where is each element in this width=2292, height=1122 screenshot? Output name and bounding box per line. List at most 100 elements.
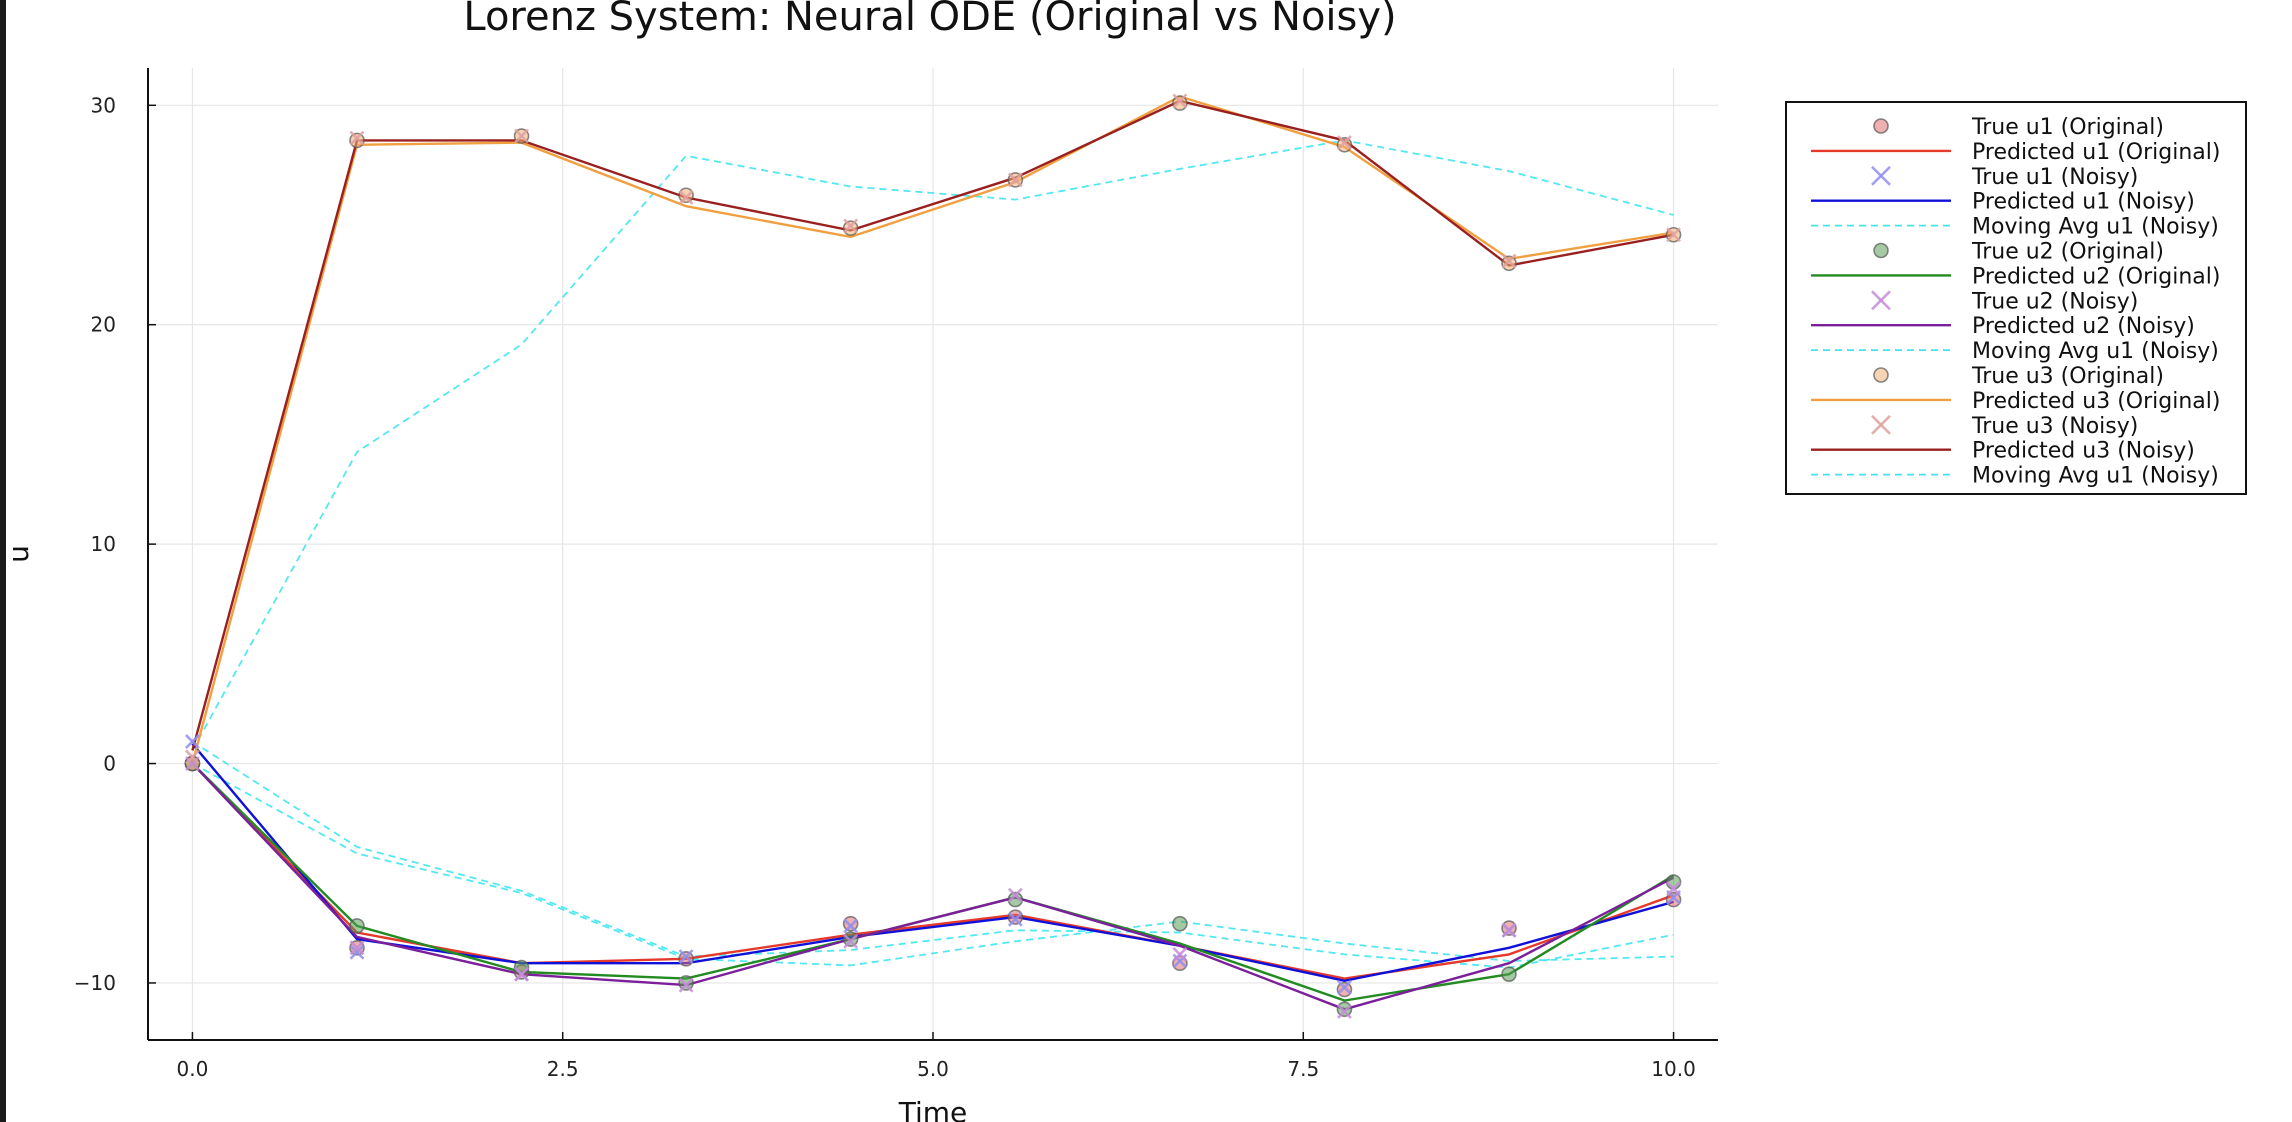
legend-swatch-x — [1871, 165, 1891, 186]
legend-entry: True u2 (Noisy) — [1871, 289, 2138, 314]
legend: True u1 (Original)Predicted u1 (Original… — [1785, 101, 2247, 495]
point-true-u3-original — [349, 132, 365, 149]
point-true-u2-noisy-stroke-b — [349, 940, 365, 956]
point-true-u1-noisy — [678, 949, 694, 965]
point-true-u1-noisy-stroke-b — [1337, 979, 1352, 995]
point-true-u3-noisy — [1007, 172, 1023, 188]
point-true-u1-noisy — [185, 734, 200, 750]
point-true-u3-noisy — [1666, 227, 1681, 243]
point-true-u3-noisy — [349, 130, 365, 146]
point-true-u3-original — [1501, 255, 1517, 272]
legend-entry: True u1 (Noisy) — [1871, 165, 2138, 190]
legend-label: Predicted u1 (Noisy) — [1972, 190, 2195, 215]
legend-entry: Predicted u2 (Noisy) — [1811, 314, 2195, 339]
chart-title: Lorenz System: Neural ODE (Original vs N… — [463, 0, 1396, 40]
point-true-u2-original — [678, 975, 694, 991]
legend-label: Predicted u2 (Noisy) — [1972, 314, 2195, 339]
x-tick-label: 7.5 — [1287, 1057, 1319, 1081]
point-true-u1-original — [1501, 920, 1517, 936]
series-true-u2-noisy — [185, 756, 1681, 1019]
legend-entry: Predicted u3 (Original) — [1811, 389, 2220, 414]
legend-swatch-x-stroke-b — [1871, 165, 1891, 186]
legend-swatch-x — [1871, 290, 1891, 311]
point-true-u3-noisy-stroke-b — [1666, 227, 1681, 243]
point-true-u1-noisy-stroke-b — [843, 918, 859, 934]
point-true-u2-noisy — [1666, 881, 1681, 897]
point-true-u1-noisy — [1172, 953, 1188, 969]
series-moving-avg-u1-noisy — [191, 740, 1674, 969]
legend-entry: Moving Avg u1 (Noisy) — [1811, 339, 2219, 364]
y-tick-label: 30 — [91, 93, 116, 117]
legend-label: Predicted u3 (Noisy) — [1972, 439, 2195, 464]
legend-entry: True u2 (Original) — [1873, 240, 2164, 265]
point-true-u3-original — [678, 187, 694, 204]
series-predicted-u1-noisy — [191, 743, 1674, 983]
legend-label: Moving Avg u1 (Noisy) — [1972, 339, 2219, 364]
point-true-u3-noisy-stroke-b — [514, 128, 529, 144]
point-true-u3-original — [1172, 95, 1188, 111]
legend-label: Moving Avg u1 (Noisy) — [1972, 215, 2219, 240]
point-true-u1-original — [842, 915, 859, 932]
point-true-u1-original — [1336, 981, 1353, 998]
series-true-u3-noisy — [185, 93, 1681, 765]
legend-entry: Predicted u1 (Original) — [1811, 140, 2220, 165]
legend-swatch-circle — [1873, 118, 1889, 134]
y-tick-label: 0 — [103, 752, 116, 776]
point-true-u2-noisy — [1172, 947, 1188, 962]
legend-label: True u3 (Original) — [1971, 364, 2164, 389]
series-line-moving-avg-u1-noisy — [191, 762, 1674, 967]
point-true-u3-noisy-stroke-b — [1172, 93, 1188, 109]
point-true-u1-original — [678, 951, 694, 967]
legend-label: True u1 (Original) — [1971, 115, 2164, 140]
series-line-moving-avg-u1-noisy — [191, 740, 1674, 969]
legend-entry: Predicted u3 (Noisy) — [1811, 439, 2195, 464]
point-true-u2-original — [842, 931, 859, 947]
series-line-predicted-u2-noisy — [191, 762, 1675, 1011]
legend-label: True u1 (Noisy) — [1971, 165, 2138, 190]
y-tick-label: 20 — [91, 313, 116, 337]
legend-entry: True u3 (Noisy) — [1871, 414, 2138, 439]
y-tick-label: −10 — [74, 971, 116, 995]
point-true-u2-original — [349, 918, 365, 934]
point-true-u2-noisy — [678, 977, 694, 993]
point-true-u1-original — [1665, 891, 1682, 908]
legend-swatch-x-stroke-b — [1871, 414, 1891, 435]
y-ticks: −10 0 10 20 30 — [74, 93, 156, 995]
legend-entry: Predicted u2 (Original) — [1811, 264, 2220, 289]
series-line-moving-avg-u1-noisy — [191, 139, 1674, 751]
point-true-u2-noisy — [349, 940, 365, 956]
point-true-u3-noisy-stroke-b — [1501, 253, 1517, 269]
series-moving-avg-u1-noisy — [191, 139, 1674, 751]
legend-label: Moving Avg u1 (Noisy) — [1972, 464, 2219, 489]
legend-entry: True u1 (Original) — [1873, 115, 2164, 140]
y-tick-label: 10 — [91, 532, 116, 556]
legend-entry: Predicted u1 (Noisy) — [1811, 190, 2195, 215]
point-true-u3-noisy-stroke-b — [349, 130, 365, 146]
point-true-u3-noisy-stroke-b — [1007, 172, 1023, 188]
point-true-u2-noisy-stroke-b — [514, 966, 529, 982]
point-true-u2-noisy — [843, 933, 859, 949]
point-true-u1-noisy — [843, 918, 859, 934]
point-true-u3-noisy — [843, 218, 859, 234]
point-true-u2-noisy — [1501, 922, 1517, 938]
point-true-u2-noisy-stroke-b — [1501, 922, 1517, 938]
x-tick-label: 2.5 — [547, 1057, 579, 1081]
legend-entry: Moving Avg u1 (Noisy) — [1811, 215, 2219, 240]
legend-label: Predicted u2 (Original) — [1972, 264, 2220, 289]
point-true-u2-noisy-stroke-b — [1337, 1004, 1352, 1019]
point-true-u1-noisy — [1337, 979, 1352, 995]
series-layer — [184, 93, 1682, 1019]
point-true-u2-noisy-stroke-b — [185, 756, 200, 771]
series-line-predicted-u1-noisy — [191, 743, 1674, 983]
legend-swatch-circle — [1873, 242, 1889, 259]
series-moving-avg-u1-noisy — [191, 762, 1674, 967]
grid-lines — [148, 68, 1718, 1040]
x-tick-label: 5.0 — [917, 1057, 949, 1081]
legend-swatch-x — [1871, 414, 1891, 435]
point-true-u3-noisy — [185, 749, 200, 765]
point-true-u3-original — [1336, 136, 1353, 153]
point-true-u3-noisy-stroke-b — [843, 218, 859, 234]
x-ticks: 0.0 2.5 5.0 7.5 10.0 — [177, 1032, 1696, 1081]
point-true-u2-noisy-stroke-b — [843, 933, 859, 949]
point-true-u3-original — [842, 220, 859, 236]
